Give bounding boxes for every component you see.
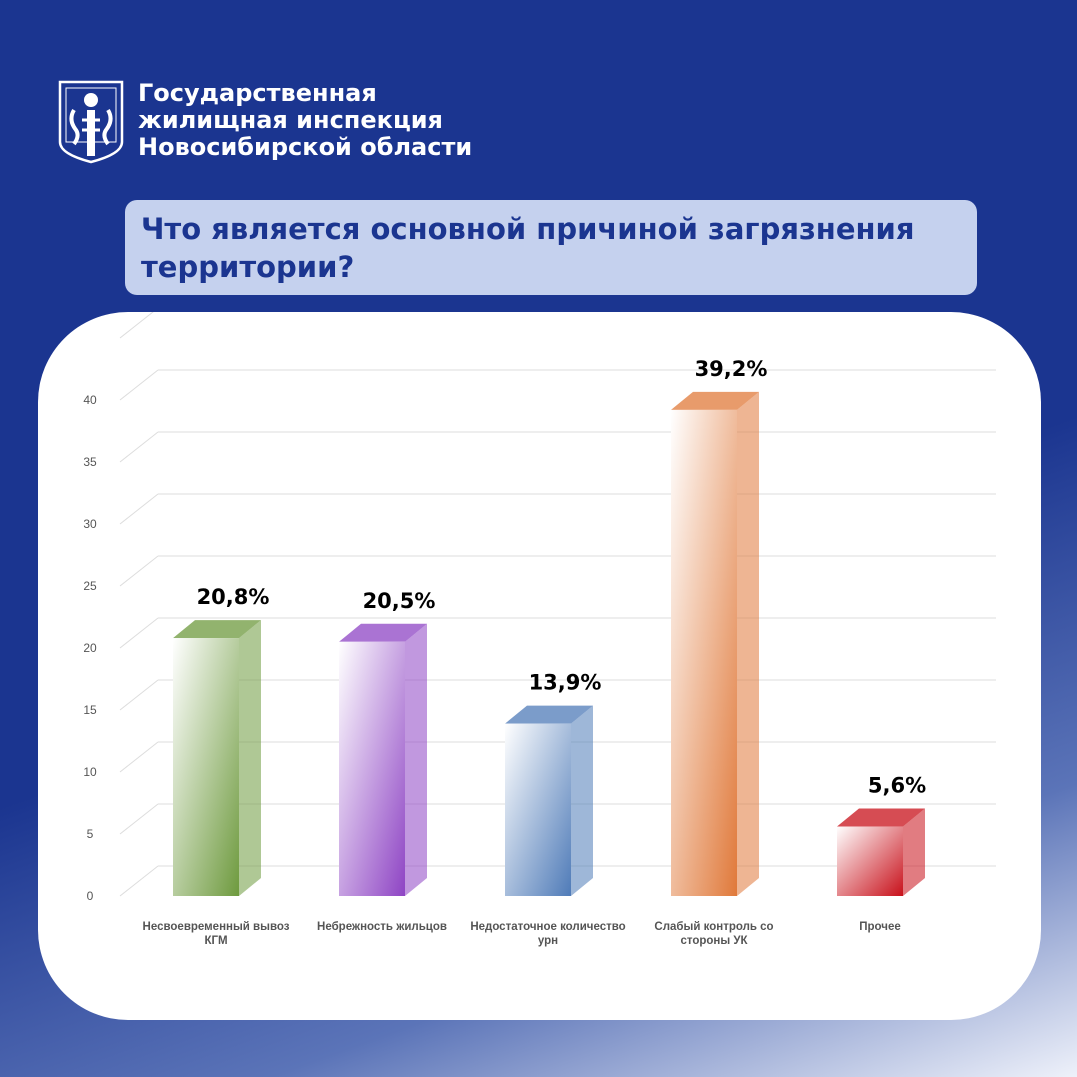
data-label: 39,2% — [695, 357, 768, 381]
gridline-diagonal — [119, 431, 159, 463]
data-label: 5,6% — [868, 774, 926, 798]
bar-side — [903, 808, 925, 896]
bar-chart: 0 5 10 15 20 25 30 35 40 20,8% 20,5% 13,9% 39,2% 5,6% — [83, 312, 996, 903]
category-label-line: Слабый контроль со — [654, 921, 774, 933]
bar-side — [405, 623, 427, 896]
y-tick-label: 10 — [83, 765, 97, 779]
category-label-line: Несвоевременный вывоз — [142, 921, 290, 933]
y-tick-label: 30 — [83, 517, 97, 531]
category-label: Слабый контроль со стороны УК — [629, 920, 799, 948]
bar-side — [239, 620, 261, 896]
data-label: 20,5% — [363, 589, 436, 613]
category-label-line: стороны УК — [680, 935, 748, 947]
category-label: Прочее — [795, 920, 965, 934]
gridline-diagonal — [119, 803, 159, 835]
organization-name: Государственная жилищная инспекция Новос… — [138, 80, 472, 161]
category-label-line: урн — [537, 935, 559, 947]
data-label: 20,8% — [197, 585, 270, 609]
bar-top — [173, 620, 261, 639]
org-name-line-1: Государственная — [138, 79, 377, 107]
bar-top — [339, 623, 427, 642]
bar — [505, 723, 571, 896]
category-label: Несвоевременный вывоз КГМ — [131, 920, 301, 948]
bar-side — [571, 705, 593, 896]
category-label-line: Прочее — [859, 921, 901, 933]
gridline-diagonal — [119, 741, 159, 773]
y-tick-label: 5 — [87, 827, 94, 841]
bar — [671, 409, 737, 896]
coat-of-arms-logo — [58, 80, 124, 164]
gridline-diagonal — [119, 865, 159, 897]
gridline-diagonal — [119, 493, 159, 525]
y-tick-label: 15 — [83, 703, 97, 717]
category-label-line: Недостаточное количество — [470, 921, 626, 933]
bar — [173, 638, 239, 896]
y-tick-label: 20 — [83, 641, 97, 655]
question-title: Что является основной причиной загрязнен… — [141, 212, 915, 284]
org-name-line-3: Новосибирской области — [138, 133, 473, 161]
gridline-diagonal — [119, 312, 154, 339]
gridline-diagonal — [119, 679, 159, 711]
bar-top — [505, 705, 593, 724]
category-label: Небрежность жильцов — [297, 920, 467, 934]
bar — [837, 826, 903, 896]
y-tick-label: 40 — [83, 393, 97, 407]
bar-side — [737, 391, 759, 896]
org-name-line-2: жилищная инспекция — [138, 106, 443, 134]
gridline-diagonal — [119, 617, 159, 649]
y-tick-label: 25 — [83, 579, 97, 593]
bar — [339, 641, 405, 896]
question-banner: Что является основной причиной загрязнен… — [125, 200, 977, 295]
y-tick-label: 0 — [87, 889, 94, 903]
category-label: Недостаточное количество урн — [463, 920, 633, 948]
bar-top — [837, 808, 925, 827]
category-label-line: КГМ — [204, 935, 228, 947]
data-label: 13,9% — [529, 671, 602, 695]
gridline-diagonal — [119, 369, 159, 401]
category-label-line: Небрежность жильцов — [317, 921, 447, 933]
chart-card: 0 5 10 15 20 25 30 35 40 20,8% 20,5% 13,9% 39,2% 5,6%… — [38, 312, 1041, 1020]
bar-top — [671, 391, 759, 410]
gridline-diagonal — [119, 555, 159, 587]
y-tick-label: 35 — [83, 455, 97, 469]
